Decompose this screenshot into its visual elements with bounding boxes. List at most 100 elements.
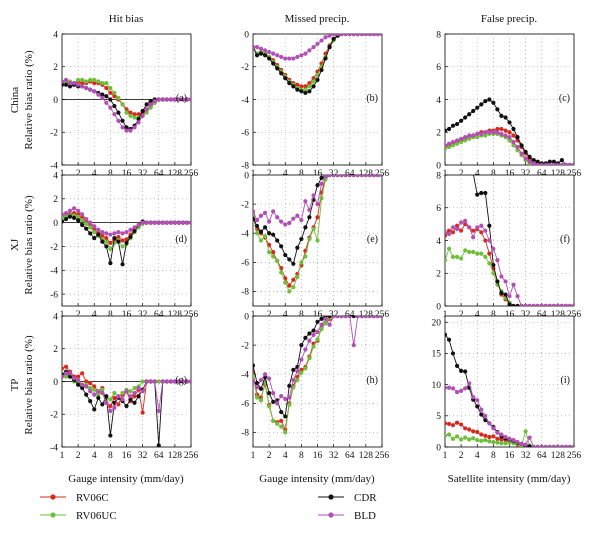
y-tick-label-c: 0 [436, 161, 441, 171]
xlabel-hit-bias: Gauge intensity (mm/day) [68, 473, 184, 485]
point-rv06uc-a [104, 81, 109, 86]
point-bld-d [71, 206, 77, 211]
point-rv06uc-h [254, 395, 260, 400]
x-tick-label-h: 64 [345, 451, 355, 461]
legend-marker-rv06uc [50, 512, 56, 518]
x-tick-label-g: 8 [108, 451, 113, 461]
point-bld-b [359, 34, 365, 37]
point-cdr-h [315, 319, 320, 324]
point-rv06uc-b [315, 72, 320, 78]
x-tick-label-d: 8 [108, 310, 113, 320]
point-bld-g [140, 389, 145, 394]
point-bld-c [450, 139, 456, 145]
point-bld-c [499, 131, 504, 136]
point-cdr-c [479, 102, 484, 107]
point-rv06uc-a [128, 113, 133, 118]
point-rv06uc-f [471, 249, 476, 255]
point-rv06uc-c [507, 138, 512, 143]
y-tick-label-c: 6 [436, 63, 441, 73]
point-bld-g [156, 408, 161, 414]
point-cdr-g [96, 395, 101, 400]
point-bld-e [363, 175, 368, 178]
point-cdr-e [279, 244, 284, 249]
series-group-c [445, 97, 574, 165]
point-rv06uc-h [307, 356, 312, 361]
point-cdr-c [483, 99, 488, 104]
panel-label-f: (f) [560, 234, 570, 245]
point-bld-a [176, 97, 181, 102]
point-rv06c-i [445, 421, 448, 426]
point-bld-e [343, 175, 348, 178]
point-rv06uc-d [92, 230, 97, 235]
point-rv06uc-f [467, 249, 472, 255]
point-rv06c-i [475, 429, 480, 435]
point-rv06c-d [104, 236, 109, 241]
x-tick-label-b: 4 [283, 169, 288, 179]
point-bld-h [375, 316, 381, 319]
point-cdr-e [307, 215, 312, 220]
point-rv06uc-h [283, 430, 288, 435]
point-rv06c-g [88, 381, 93, 386]
point-bld-i [487, 421, 492, 426]
point-bld-a [88, 87, 93, 92]
point-bld-a [132, 125, 137, 130]
point-bld-i [567, 444, 573, 447]
point-cdr-g [80, 385, 85, 391]
point-rv06uc-h [295, 377, 300, 383]
x-tick-label-h: 2 [267, 451, 272, 461]
point-rv06uc-e [295, 274, 300, 279]
point-bld-e [315, 202, 320, 207]
y-tick-label-c: 4 [436, 96, 441, 106]
point-cdr-e [254, 223, 260, 229]
point-bld-a [71, 81, 77, 86]
point-bld-i [531, 444, 536, 447]
point-cdr-c [445, 128, 448, 133]
panel-e: 1 2 4 8 16 32 64 128 256-8-6-4-20(e) [241, 171, 389, 320]
x-tick-label-f: 16 [505, 310, 515, 320]
point-rv06c-d [100, 233, 105, 238]
point-cdr-b [331, 36, 336, 42]
point-rv06uc-e [275, 258, 280, 263]
x-tick-label-c: 128 [551, 169, 566, 179]
point-rv06uc-i [479, 438, 484, 443]
point-bld-h [327, 322, 332, 327]
point-bld-d [63, 211, 69, 216]
point-bld-h [267, 376, 272, 381]
point-cdr-e [299, 236, 304, 242]
x-tick-label-e: 8 [299, 310, 304, 320]
x-tick-label-i: 64 [537, 451, 547, 461]
point-bld-b [371, 34, 377, 37]
point-bld-g [84, 384, 89, 389]
point-cdr-f [507, 302, 512, 306]
x-tick-label-d: 4 [92, 310, 97, 320]
point-cdr-b [327, 45, 332, 50]
point-bld-i [563, 444, 569, 447]
point-bld-b [262, 48, 268, 53]
point-bld-h [295, 369, 300, 374]
point-bld-a [148, 102, 153, 107]
point-bld-g [176, 379, 181, 384]
x-tick-label-f: 2 [459, 310, 464, 320]
point-cdr-d [120, 262, 125, 267]
point-cdr-f [475, 192, 480, 197]
point-bld-g [168, 379, 174, 384]
y-tick-label-a: 0 [53, 96, 58, 106]
point-bld-e [311, 193, 316, 198]
point-bld-i [491, 426, 496, 431]
point-rv06c-c [503, 128, 508, 133]
point-bld-d [108, 232, 113, 237]
point-rv06c-i [463, 426, 468, 431]
point-rv06uc-i [483, 438, 488, 443]
point-bld-b [258, 46, 264, 51]
point-bld-e [303, 199, 308, 204]
y-tick-label-d: 2 [53, 195, 58, 205]
point-rv06c-g [92, 384, 97, 389]
point-cdr-h [327, 316, 332, 319]
panel-c: 1 2 4 8 16 32 64 128 256 0 2 4 6 8 (c) [436, 30, 581, 179]
point-rv06uc-i [503, 441, 508, 446]
point-cdr-a [124, 125, 129, 130]
point-rv06c-e [291, 277, 296, 282]
point-cdr-f [491, 262, 496, 268]
point-rv06c-a [132, 112, 137, 117]
